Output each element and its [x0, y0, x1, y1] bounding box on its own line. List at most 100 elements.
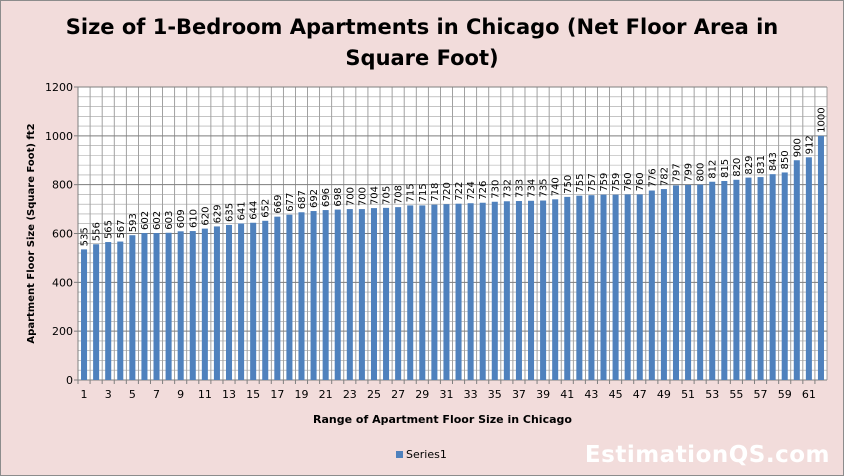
bar	[721, 181, 728, 380]
chart-title-line-2: Square Foot)	[345, 46, 499, 70]
data-label: 641	[237, 201, 248, 220]
data-label: 800	[696, 163, 707, 182]
bar	[455, 203, 462, 380]
bar	[588, 195, 595, 380]
bar	[503, 201, 510, 380]
bar	[358, 209, 365, 380]
data-label: 687	[297, 190, 308, 209]
x-tick-label: 41	[560, 388, 574, 401]
data-label: 700	[345, 187, 356, 206]
data-label: 757	[587, 173, 598, 192]
x-tick-label: 45	[609, 388, 623, 401]
data-label: 850	[780, 150, 791, 169]
bar	[310, 211, 317, 380]
data-label: 610	[188, 209, 199, 228]
bar	[117, 241, 124, 380]
bar	[213, 226, 220, 380]
data-label: 602	[140, 211, 151, 230]
x-tick-label: 1	[81, 388, 88, 401]
data-label: 755	[575, 174, 586, 193]
bar	[624, 194, 631, 380]
bar	[793, 160, 800, 380]
x-tick-label: 33	[464, 388, 478, 401]
bar	[431, 204, 438, 380]
data-label: 715	[418, 183, 429, 202]
bar	[467, 203, 474, 380]
bar	[81, 249, 88, 380]
data-label: 815	[720, 159, 731, 178]
data-label: 602	[152, 211, 163, 230]
x-tick-label: 3	[105, 388, 112, 401]
data-label: 820	[732, 158, 743, 177]
chart-title: Size of 1-Bedroom Apartments in Chicago …	[0, 12, 844, 74]
x-tick-label: 37	[512, 388, 526, 401]
bar	[552, 199, 559, 380]
y-axis-title: Apartment Floor Size (Square Foot) ft2	[26, 123, 37, 343]
data-label: 730	[490, 180, 501, 199]
data-label: 720	[442, 182, 453, 201]
x-tick-label: 47	[633, 388, 647, 401]
y-tick-label: 400	[52, 276, 73, 289]
data-label: 705	[382, 186, 393, 205]
bar	[733, 179, 740, 380]
bar	[419, 205, 426, 380]
bar	[250, 222, 257, 380]
data-label: 760	[623, 172, 634, 191]
bar	[528, 200, 535, 380]
data-label: 900	[792, 138, 803, 157]
data-label: 734	[527, 179, 538, 198]
bar	[93, 244, 100, 380]
x-tick-label: 55	[729, 388, 743, 401]
x-axis-title: Range of Apartment Floor Size in Chicago	[313, 413, 572, 426]
x-tick-label: 13	[222, 388, 236, 401]
bar	[515, 201, 522, 380]
x-tick-label: 51	[681, 388, 695, 401]
bar	[805, 157, 812, 380]
x-tick-label: 39	[536, 388, 550, 401]
bar	[322, 210, 329, 380]
data-label: 567	[116, 219, 127, 238]
data-label: 733	[514, 179, 525, 198]
x-tick-label: 25	[367, 388, 381, 401]
bar	[491, 201, 498, 380]
bar	[636, 194, 643, 380]
y-tick-label: 1200	[45, 81, 73, 94]
x-tick-label: 11	[198, 388, 212, 401]
data-label: 593	[128, 213, 139, 232]
bar	[443, 204, 450, 380]
bar	[105, 242, 112, 380]
bar	[225, 224, 233, 380]
y-tick-label: 800	[52, 179, 73, 192]
x-tick-label: 17	[270, 388, 284, 401]
x-tick-label: 29	[415, 388, 429, 401]
data-label: 715	[406, 183, 417, 202]
x-tick-label: 61	[802, 388, 816, 401]
x-tick-label: 5	[129, 388, 136, 401]
bar	[153, 233, 160, 380]
data-label: 718	[430, 183, 441, 202]
bar	[262, 220, 269, 380]
data-label: 759	[599, 173, 610, 192]
data-label: 644	[249, 201, 260, 220]
bar	[334, 209, 341, 380]
x-tick-label: 31	[439, 388, 453, 401]
data-label: 799	[684, 163, 695, 182]
x-tick-label: 59	[778, 388, 792, 401]
x-tick-label: 27	[391, 388, 405, 401]
data-label: 735	[539, 178, 550, 197]
bar	[781, 172, 788, 380]
bar	[564, 196, 571, 380]
legend: Series1	[396, 448, 447, 461]
data-label: 831	[756, 155, 767, 174]
data-label: 700	[357, 187, 368, 206]
bar	[201, 228, 208, 380]
bar	[685, 184, 692, 380]
bar	[189, 231, 196, 380]
bar	[660, 189, 667, 380]
data-label: 620	[200, 207, 211, 226]
data-label: 740	[551, 177, 562, 196]
bar	[745, 177, 752, 380]
data-label: 776	[647, 168, 658, 187]
bar	[370, 208, 377, 380]
